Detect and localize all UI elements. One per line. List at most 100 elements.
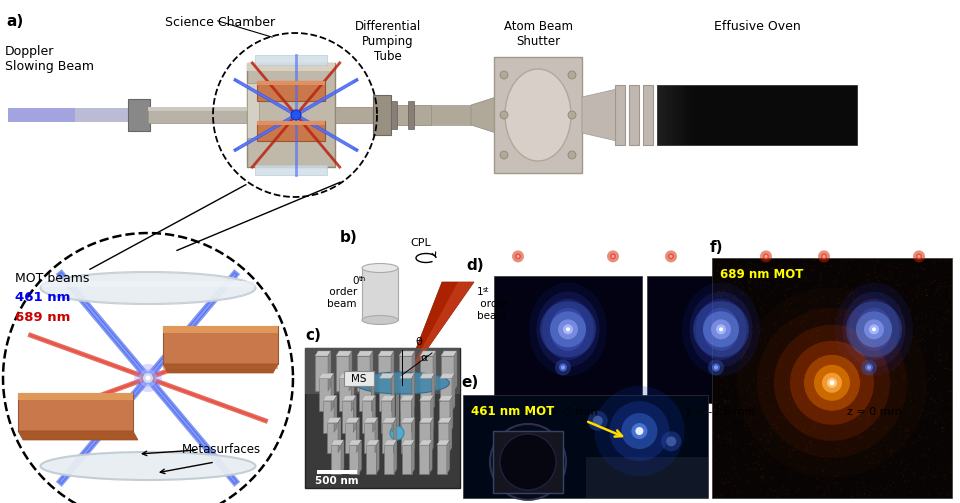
Circle shape: [883, 299, 885, 301]
Circle shape: [931, 332, 933, 333]
Circle shape: [722, 413, 723, 414]
Circle shape: [855, 391, 857, 393]
Circle shape: [832, 478, 833, 480]
Circle shape: [760, 476, 761, 478]
Circle shape: [921, 409, 922, 411]
Circle shape: [766, 440, 767, 441]
Circle shape: [898, 452, 900, 453]
Circle shape: [840, 489, 842, 490]
Circle shape: [834, 462, 836, 464]
Circle shape: [817, 434, 818, 435]
Polygon shape: [401, 418, 415, 423]
Circle shape: [814, 297, 815, 299]
Circle shape: [916, 268, 917, 270]
Circle shape: [796, 426, 797, 427]
Circle shape: [779, 415, 780, 417]
Circle shape: [935, 370, 936, 372]
Circle shape: [669, 255, 673, 258]
Circle shape: [778, 330, 780, 332]
Circle shape: [845, 438, 847, 439]
Circle shape: [787, 372, 789, 373]
Circle shape: [730, 433, 731, 434]
Circle shape: [742, 304, 744, 306]
Circle shape: [929, 338, 930, 340]
Circle shape: [844, 361, 846, 363]
Circle shape: [906, 333, 908, 335]
Circle shape: [918, 255, 921, 258]
Circle shape: [741, 352, 743, 354]
Circle shape: [858, 270, 859, 272]
Circle shape: [910, 463, 911, 464]
Circle shape: [864, 287, 866, 288]
Circle shape: [789, 453, 790, 454]
Circle shape: [775, 343, 776, 344]
Circle shape: [500, 151, 508, 159]
Circle shape: [942, 427, 943, 429]
Circle shape: [838, 272, 840, 274]
Ellipse shape: [537, 292, 599, 367]
Circle shape: [801, 398, 803, 399]
Circle shape: [558, 319, 578, 340]
Circle shape: [917, 428, 918, 429]
Circle shape: [726, 361, 728, 362]
Circle shape: [768, 376, 769, 378]
Circle shape: [880, 277, 882, 278]
Circle shape: [738, 415, 740, 417]
Circle shape: [741, 390, 743, 392]
Circle shape: [843, 392, 844, 393]
Circle shape: [905, 459, 907, 460]
Circle shape: [612, 255, 614, 258]
Circle shape: [848, 258, 850, 259]
Circle shape: [903, 489, 905, 491]
Circle shape: [818, 439, 819, 441]
Bar: [247, 83, 259, 138]
Circle shape: [813, 413, 815, 415]
Circle shape: [836, 369, 838, 370]
Polygon shape: [367, 440, 379, 445]
Circle shape: [934, 280, 936, 282]
Circle shape: [824, 433, 826, 435]
Polygon shape: [420, 373, 435, 378]
Circle shape: [864, 493, 866, 495]
Circle shape: [736, 259, 737, 261]
Circle shape: [820, 275, 822, 276]
Circle shape: [934, 400, 935, 402]
Circle shape: [870, 492, 871, 494]
Circle shape: [795, 311, 797, 313]
Circle shape: [871, 381, 872, 383]
Text: 1: 1: [477, 287, 484, 297]
Circle shape: [803, 381, 804, 383]
Circle shape: [929, 280, 930, 282]
Circle shape: [925, 292, 927, 293]
Circle shape: [827, 316, 828, 318]
Circle shape: [735, 414, 737, 415]
Circle shape: [818, 334, 820, 336]
Circle shape: [732, 380, 733, 382]
Circle shape: [927, 457, 929, 458]
Circle shape: [757, 308, 907, 458]
Circle shape: [741, 356, 742, 357]
Circle shape: [934, 400, 936, 402]
Circle shape: [755, 401, 756, 403]
Circle shape: [780, 406, 781, 408]
Circle shape: [833, 475, 835, 476]
Circle shape: [832, 388, 833, 390]
Circle shape: [806, 316, 808, 318]
Bar: [675, 85, 678, 145]
Circle shape: [563, 324, 573, 334]
Circle shape: [939, 359, 941, 361]
Circle shape: [780, 363, 782, 364]
Circle shape: [812, 392, 814, 393]
Circle shape: [931, 398, 933, 399]
Circle shape: [763, 482, 764, 484]
Circle shape: [747, 476, 748, 478]
Circle shape: [938, 288, 939, 289]
Circle shape: [908, 392, 910, 394]
Circle shape: [864, 381, 866, 382]
Circle shape: [873, 428, 874, 430]
Circle shape: [828, 494, 830, 495]
Circle shape: [719, 327, 723, 331]
Circle shape: [817, 357, 819, 358]
Bar: [681, 85, 684, 145]
Circle shape: [744, 270, 746, 272]
